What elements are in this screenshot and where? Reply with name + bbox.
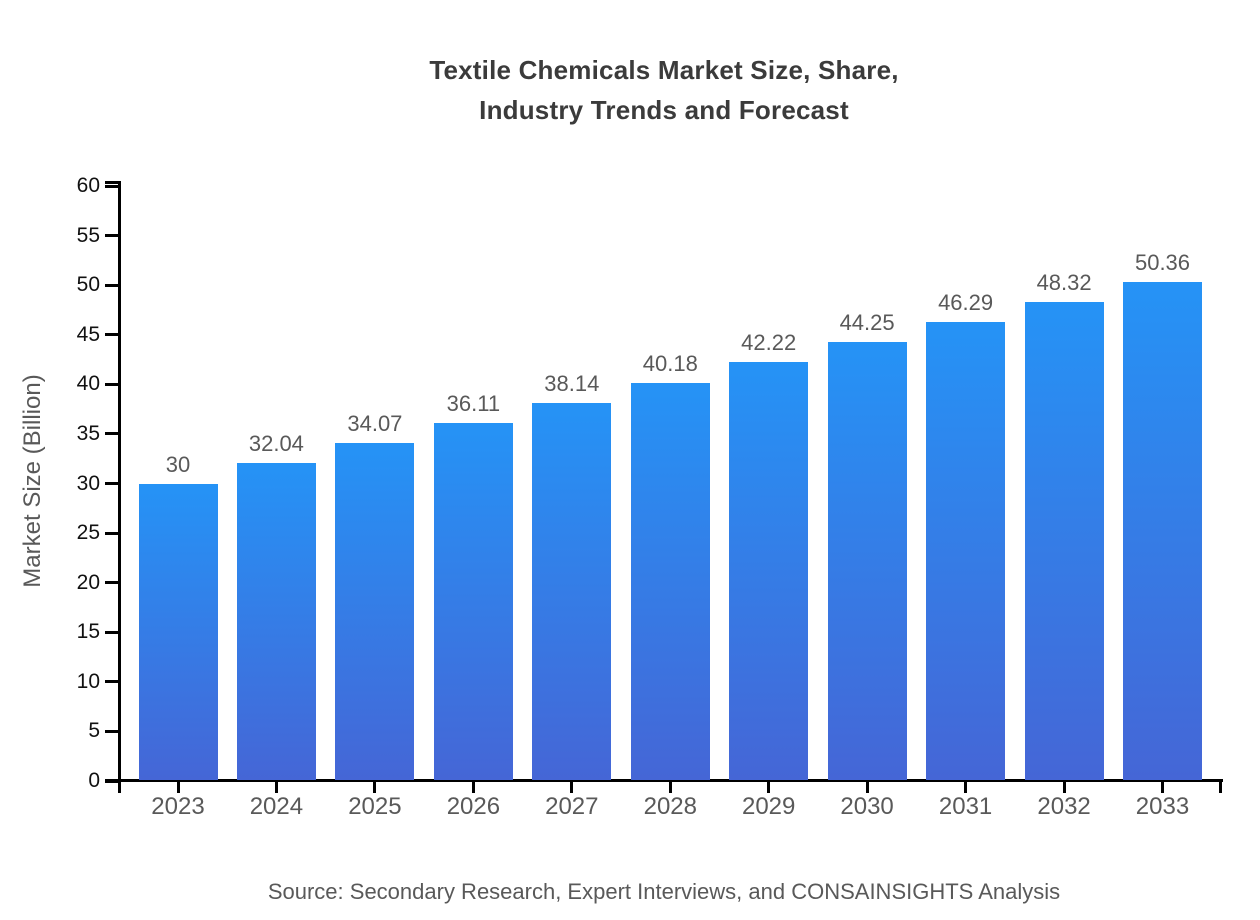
- bar-2025: [335, 443, 415, 780]
- y-axis-tick-label: 45: [76, 322, 100, 346]
- x-axis-tick-label: 2027: [545, 793, 599, 820]
- bar-value-label: 38.14: [544, 370, 600, 396]
- bar-2027: [532, 402, 612, 780]
- bar-2029: [729, 362, 809, 780]
- x-axis-line: [105, 779, 1223, 782]
- y-axis-tick-label: 25: [76, 521, 100, 545]
- chart-title-line2: Industry Trends and Forecast: [479, 95, 849, 125]
- bar-2023: [138, 483, 218, 780]
- bar-value-label: 40.18: [642, 350, 698, 376]
- y-axis-tick-label: 10: [76, 669, 100, 693]
- y-axis-tick-label: 30: [76, 471, 100, 495]
- x-axis-tick: [1161, 782, 1164, 793]
- y-axis-tick-label: 0: [88, 769, 100, 792]
- x-axis-tick: [1062, 782, 1066, 793]
- x-axis-tick-label: 2032: [1037, 793, 1091, 820]
- x-axis-tick: [964, 782, 968, 793]
- bar-2032: [1024, 301, 1104, 780]
- y-axis-tick-label: 60: [76, 174, 100, 197]
- y-axis-endcap-tick: [105, 181, 118, 184]
- y-axis-tick: [105, 581, 118, 585]
- y-axis-tick-label: 35: [76, 421, 100, 445]
- x-axis-tick-label: 2031: [938, 793, 993, 820]
- x-axis-tick-label: 2029: [741, 793, 796, 820]
- y-axis-tick: [105, 333, 118, 337]
- chart-title: Textile Chemicals Market Size, Share, In…: [105, 50, 1223, 130]
- bar-2024: [236, 463, 316, 780]
- x-axis-tick: [274, 782, 278, 793]
- bar-value-label: 50.36: [1134, 249, 1191, 275]
- bar-2033: [1123, 281, 1202, 780]
- y-axis-tick: [105, 482, 118, 485]
- y-axis-tick: [105, 630, 118, 634]
- x-axis-tick: [176, 782, 180, 793]
- y-axis-tick: [105, 184, 118, 188]
- x-axis-tick-label: 2024: [249, 793, 304, 820]
- y-axis-tick: [105, 729, 118, 733]
- x-axis-tick-label: 2033: [1135, 793, 1190, 820]
- bar-value-label: 44.25: [839, 310, 895, 336]
- y-axis-tick: [105, 531, 118, 535]
- y-axis-tick: [105, 234, 118, 238]
- y-axis-tick: [105, 283, 118, 287]
- bar-2031: [926, 322, 1006, 780]
- y-axis-tick-label: 5: [88, 719, 100, 743]
- x-axis-tick: [471, 782, 475, 793]
- y-axis-tick: [105, 680, 118, 684]
- bar-value-label: 42.22: [741, 330, 797, 356]
- bar-value-label: 48.32: [1036, 269, 1092, 295]
- x-axis-tick: [865, 782, 869, 793]
- x-axis-endcap-tick: [1219, 782, 1222, 793]
- y-axis-tick-label: 55: [76, 223, 100, 247]
- x-axis-tick: [668, 782, 672, 793]
- x-axis-tick-label: 2030: [840, 793, 894, 820]
- bar-2026: [433, 422, 513, 780]
- x-axis-tick: [767, 782, 771, 793]
- x-axis-tick: [373, 782, 377, 793]
- y-axis-line: [118, 181, 121, 793]
- chart-title-line1: Textile Chemicals Market Size, Share,: [429, 55, 899, 85]
- y-axis-tick-label: 50: [76, 273, 100, 297]
- y-axis-tick: [105, 432, 118, 436]
- bar-value-label: 32.04: [248, 431, 304, 457]
- y-axis-tick: [105, 382, 118, 386]
- x-axis-tick: [570, 782, 574, 793]
- bar-value-label: 36.11: [446, 390, 501, 416]
- bar-2030: [827, 342, 907, 780]
- bar-2028: [630, 382, 710, 780]
- x-axis-tick-label: 2026: [446, 793, 501, 820]
- source-attribution: Source: Secondary Research, Expert Inter…: [267, 879, 1061, 904]
- x-axis-tick-label: 2023: [151, 793, 205, 820]
- bar-value-label: 34.07: [347, 411, 403, 437]
- y-axis-tick-label: 20: [76, 570, 100, 594]
- bar-value-label: 46.29: [938, 290, 994, 315]
- x-axis-tick-label: 2028: [643, 793, 697, 820]
- x-axis-tick-label: 2025: [348, 793, 402, 820]
- y-axis-tick: [105, 779, 118, 783]
- bar-value-label: 30: [165, 451, 191, 477]
- y-axis-tick-label: 40: [76, 372, 100, 396]
- y-axis-tick-label: 15: [76, 620, 100, 644]
